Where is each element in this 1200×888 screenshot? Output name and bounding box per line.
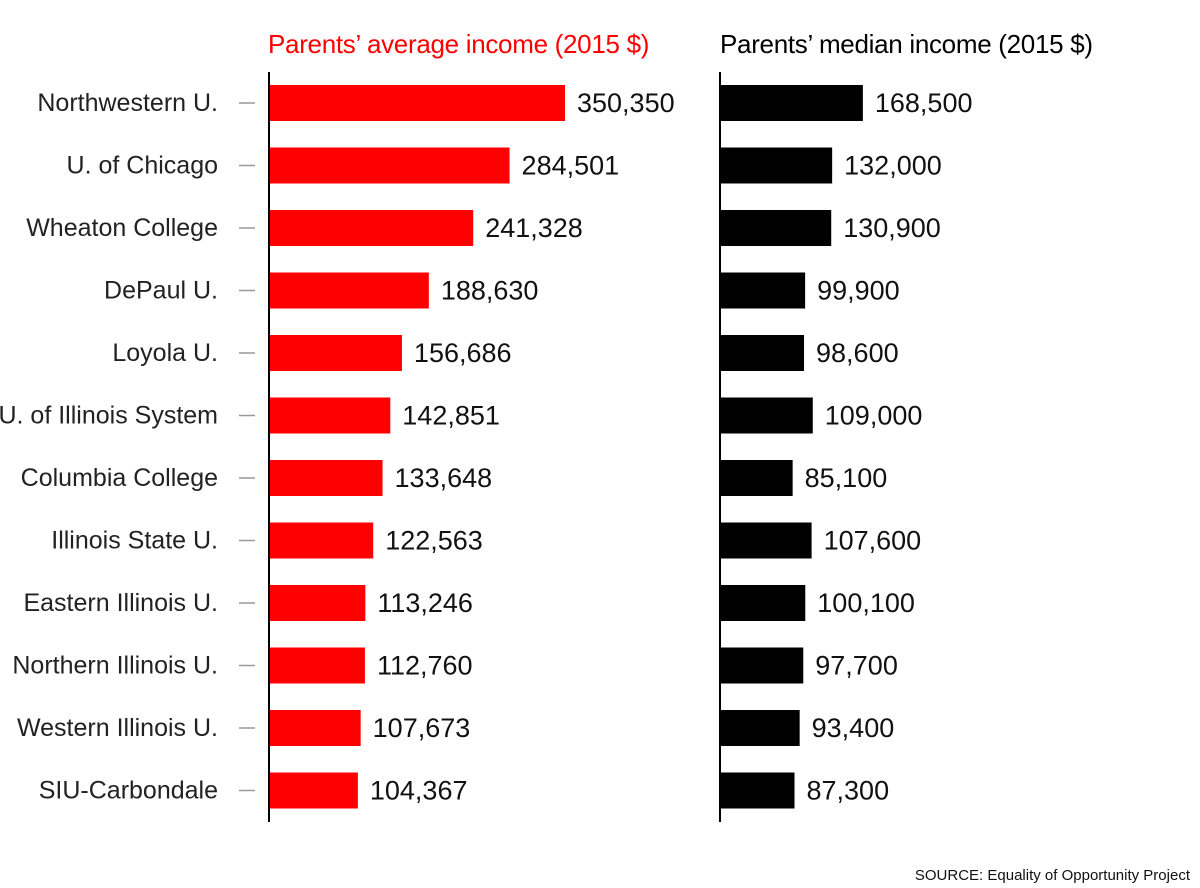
- average-income-bar: [270, 210, 474, 246]
- average-income-value-label: 284,501: [522, 151, 620, 181]
- average-income-value-label: 122,563: [385, 526, 483, 556]
- average-income-bar: [270, 522, 374, 559]
- median-income-bar: [721, 460, 793, 496]
- source-note: SOURCE: Equality of Opportunity Project: [914, 867, 1190, 884]
- median-income-bar: [721, 585, 806, 621]
- median-income-value-label: 97,700: [815, 651, 898, 681]
- median-income-value-label: 130,900: [843, 213, 941, 243]
- average-income-bar: [270, 460, 383, 496]
- average-income-value-label: 104,367: [370, 776, 468, 806]
- median-income-panel-title: Parents’ median income (2015 $): [720, 29, 1093, 59]
- category-label: Wheaton College: [26, 214, 218, 242]
- average-income-bar: [270, 397, 391, 434]
- category-label: Eastern Illinois U.: [23, 589, 218, 617]
- category-label: Loyola U.: [112, 339, 218, 367]
- median-income-value-label: 132,000: [844, 151, 942, 181]
- category-label: U. of Illinois System: [0, 402, 218, 430]
- median-income-bar: [721, 710, 800, 746]
- average-income-value-label: 350,350: [577, 88, 675, 118]
- median-income-value-label: 168,500: [875, 88, 973, 118]
- average-income-bar: [270, 647, 365, 684]
- average-income-bar: [270, 272, 429, 309]
- average-income-panel-title: Parents’ average income (2015 $): [268, 29, 650, 59]
- median-income-bar: [721, 210, 832, 246]
- median-income-value-label: 99,900: [817, 276, 900, 306]
- average-income-bar: [270, 585, 366, 621]
- median-income-bar: [721, 147, 833, 184]
- category-label: Northern Illinois U.: [12, 652, 218, 680]
- category-label: Illinois State U.: [51, 527, 218, 555]
- average-income-value-label: 142,851: [402, 401, 500, 431]
- average-income-value-label: 112,760: [377, 651, 473, 681]
- average-income-value-label: 107,673: [373, 713, 471, 743]
- median-income-value-label: 98,600: [816, 338, 899, 368]
- category-label: Columbia College: [21, 464, 218, 492]
- average-income-bar: [270, 772, 358, 809]
- average-income-value-label: 113,246: [377, 588, 473, 618]
- category-label: SIU-Carbondale: [39, 777, 218, 805]
- average-income-bar: [270, 147, 510, 184]
- category-label: Northwestern U.: [37, 89, 218, 117]
- average-income-value-label: 241,328: [485, 213, 583, 243]
- median-income-value-label: 100,100: [817, 588, 915, 618]
- median-income-bar: [721, 335, 805, 371]
- average-income-value-label: 188,630: [441, 276, 539, 306]
- median-income-bar: [721, 85, 863, 121]
- average-income-bar: [270, 335, 402, 371]
- median-income-bar: [721, 272, 806, 309]
- median-income-value-label: 85,100: [805, 463, 888, 493]
- average-income-value-label: 156,686: [414, 338, 512, 368]
- median-income-bar: [721, 647, 804, 684]
- category-label: DePaul U.: [104, 277, 218, 305]
- average-income-value-label: 133,648: [395, 463, 493, 493]
- average-income-bar: [270, 85, 565, 121]
- median-income-bar: [721, 522, 812, 559]
- category-label: Western Illinois U.: [17, 714, 218, 742]
- median-income-bar: [721, 397, 813, 434]
- median-income-value-label: 93,400: [812, 713, 895, 743]
- median-income-bar: [721, 772, 795, 809]
- median-income-value-label: 109,000: [825, 401, 923, 431]
- median-income-value-label: 87,300: [807, 776, 890, 806]
- median-income-value-label: 107,600: [824, 526, 922, 556]
- category-label: U. of Chicago: [67, 152, 218, 180]
- average-income-bar: [270, 710, 361, 746]
